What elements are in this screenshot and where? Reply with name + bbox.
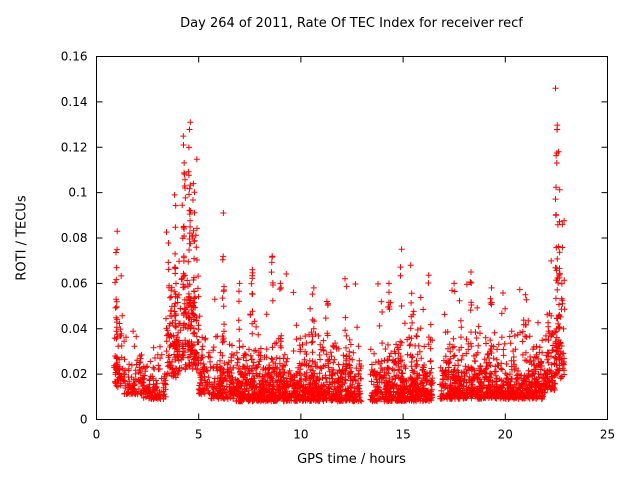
x-axis-label: GPS time / hours bbox=[297, 452, 406, 467]
y-tick-label: 0.14 bbox=[61, 95, 88, 109]
y-tick-label: 0.16 bbox=[61, 50, 88, 64]
x-tick-label: 10 bbox=[293, 428, 308, 442]
chart-title: Day 264 of 2011, Rate Of TEC Index for r… bbox=[180, 16, 523, 31]
scatter-points bbox=[111, 85, 568, 405]
y-tick-label: 0.08 bbox=[61, 231, 88, 245]
x-tick-label: 25 bbox=[600, 428, 615, 442]
y-tick-label: 0.12 bbox=[61, 140, 88, 154]
x-tick-label: 5 bbox=[195, 428, 203, 442]
y-tick-label: 0.06 bbox=[61, 276, 88, 290]
x-tick-label: 20 bbox=[498, 428, 513, 442]
y-tick-label: 0.1 bbox=[68, 186, 87, 200]
y-tick-label: 0 bbox=[80, 413, 88, 427]
y-tick-label: 0.04 bbox=[61, 322, 88, 336]
x-tick-label: 0 bbox=[93, 428, 101, 442]
x-tick-label: 15 bbox=[395, 428, 410, 442]
y-tick-label: 0.02 bbox=[61, 367, 88, 381]
